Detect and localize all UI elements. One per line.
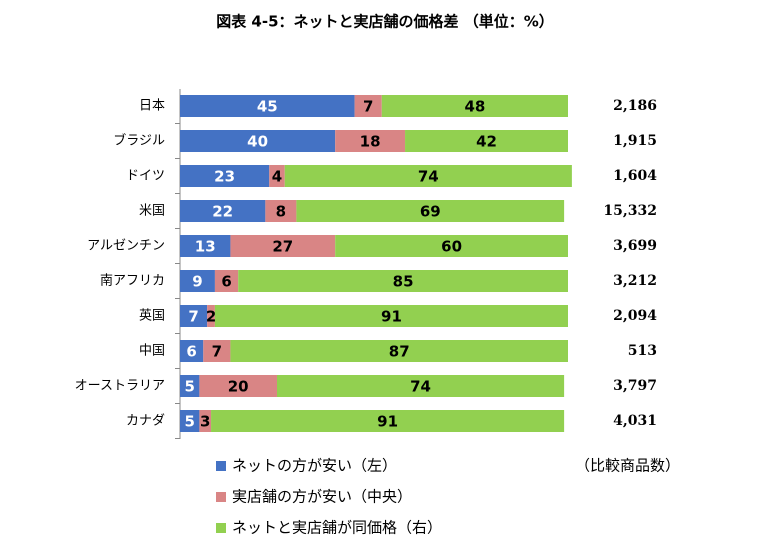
category-label: オーストラリア xyxy=(75,379,165,394)
category-label: カナダ xyxy=(126,414,165,429)
sample-size: 2,186 xyxy=(613,98,657,114)
value-label: 18 xyxy=(360,133,381,151)
legend-swatch xyxy=(216,492,226,502)
bar-segment xyxy=(284,165,572,187)
category-label: アルゼンチン xyxy=(87,239,165,254)
bar-segment xyxy=(230,235,336,257)
bar-segment xyxy=(203,340,231,362)
value-label: 13 xyxy=(195,238,216,256)
value-label: 5 xyxy=(184,413,194,431)
value-label: 23 xyxy=(214,168,235,186)
value-label: 91 xyxy=(377,413,398,431)
value-label: 40 xyxy=(247,133,268,151)
legend-label: 実店舗の方が安い（中央） xyxy=(232,488,412,506)
sample-size: 513 xyxy=(628,343,657,359)
category-label: ブラジル xyxy=(113,133,165,149)
bar-segment xyxy=(238,270,568,292)
value-label: 85 xyxy=(393,273,414,291)
legend-swatch xyxy=(216,523,226,533)
bar-segment xyxy=(214,270,239,292)
value-label: 42 xyxy=(476,133,497,151)
bar-segment xyxy=(211,410,565,432)
sample-size: 4,031 xyxy=(613,413,657,429)
value-label: 27 xyxy=(272,238,293,256)
legend-label: ネットの方が安い（左） xyxy=(232,457,397,475)
bar-segment xyxy=(199,375,277,397)
sample-size: 3,212 xyxy=(613,273,657,289)
bar-segment xyxy=(180,375,200,397)
bar-segment xyxy=(335,235,568,257)
value-label: 9 xyxy=(192,273,202,291)
sample-size: 1,915 xyxy=(613,133,657,149)
bar-segment xyxy=(199,410,212,432)
value-label: 5 xyxy=(184,378,194,396)
legend-label: ネットと実店舗が同価格（右） xyxy=(232,519,442,537)
category-label: ドイツ xyxy=(126,169,165,184)
bar-segment xyxy=(265,200,297,222)
value-label: 7 xyxy=(188,308,198,326)
value-label: 74 xyxy=(410,378,431,396)
value-label: 48 xyxy=(464,98,485,116)
sample-size-title: （比較商品数） xyxy=(575,457,680,475)
value-label: 2 xyxy=(206,308,216,326)
bar-segment xyxy=(180,200,266,222)
category-label: 米国 xyxy=(139,204,165,219)
bar-segment xyxy=(214,305,569,327)
value-label: 20 xyxy=(228,378,249,396)
value-label: 45 xyxy=(257,98,278,116)
value-label: 8 xyxy=(276,203,286,221)
sample-size: 3,797 xyxy=(613,378,657,394)
bar-segment xyxy=(180,95,355,117)
category-label: 中国 xyxy=(139,344,165,359)
value-label: 69 xyxy=(420,203,441,221)
bar-segment xyxy=(180,410,200,432)
bar-segment xyxy=(180,340,204,362)
chart-title: 図表 4-5：ネットと実店舗の価格差 （単位：%） xyxy=(216,13,554,31)
value-label: 3 xyxy=(200,413,210,431)
bar-segment xyxy=(207,305,215,327)
legend-swatch xyxy=(216,461,226,471)
bar-segment xyxy=(354,95,382,117)
bar-segment xyxy=(381,95,568,117)
value-label: 6 xyxy=(221,273,231,291)
bar-segment xyxy=(180,305,208,327)
value-label: 60 xyxy=(441,238,462,256)
bar-segment xyxy=(180,130,336,152)
value-label: 4 xyxy=(272,168,282,186)
bar-segment xyxy=(335,130,406,152)
value-label: 91 xyxy=(381,308,402,326)
sample-size: 3,699 xyxy=(613,238,657,254)
value-label: 74 xyxy=(418,168,439,186)
bar-segment xyxy=(405,130,568,152)
bar-segment xyxy=(180,165,270,187)
bar-segment xyxy=(277,375,565,397)
value-label: 7 xyxy=(212,343,222,361)
value-label: 87 xyxy=(389,343,410,361)
bar-segment xyxy=(230,340,568,362)
bar-segment xyxy=(180,235,231,257)
value-label: 7 xyxy=(363,98,373,116)
sample-size: 1,604 xyxy=(613,168,657,184)
bar-segment xyxy=(296,200,565,222)
value-label: 6 xyxy=(186,343,196,361)
category-label: 日本 xyxy=(139,99,165,114)
sample-size: 2,094 xyxy=(613,308,657,324)
category-label: 南アフリカ xyxy=(100,273,165,289)
bar-segment xyxy=(180,270,215,292)
sample-size: 15,332 xyxy=(603,203,657,219)
bar-segment xyxy=(269,165,285,187)
value-label: 22 xyxy=(212,203,233,221)
category-label: 英国 xyxy=(139,309,165,324)
